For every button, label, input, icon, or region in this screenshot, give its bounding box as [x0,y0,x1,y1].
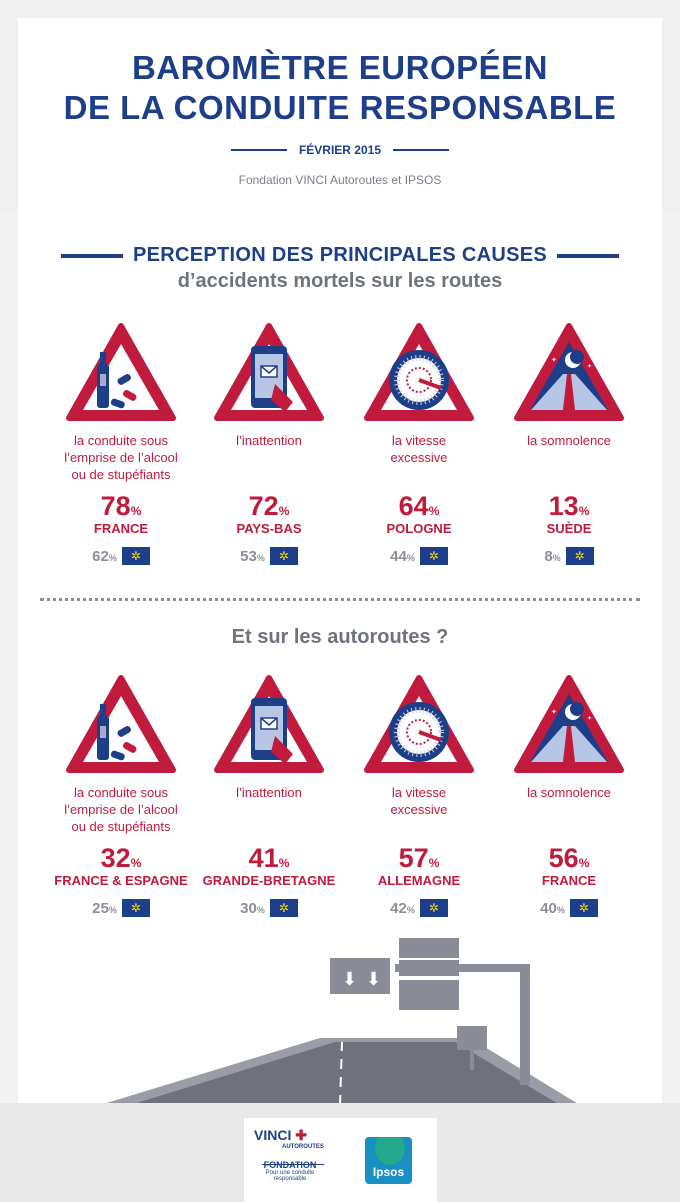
cause-label: la conduite sous l’emprise de l’alcool ou … [64,433,178,482]
eu-average-value: 30% [240,899,265,917]
cause-label: la somnolence [527,785,611,800]
vinci-logo: VINCI ✚ AUTOROUTES FONDATION Pour une co… [254,1127,324,1182]
phone-distraction-icon [213,674,325,779]
eu-flag-icon: ✲ [419,899,448,917]
section1-subtitle: d’accidents mortels sur les routes [177,270,503,292]
content-card [18,18,662,1202]
sign-panel-arrows-icon [330,958,390,994]
cause-label: la conduite sous l’emprise de l’alcool ou … [64,785,178,834]
eu-average-value: 53% [240,547,265,565]
title-line-1: BAROMÈTRE EUROPÉEN [131,49,549,86]
dotted-divider [40,598,640,601]
eu-flag-icon: ✲ [269,547,298,565]
eu-average: 42% ✲ [344,899,494,917]
date-label: FÉVRIER 2015 [298,143,382,157]
country-percentage: 64% [398,491,440,521]
svg-text:✦: ✦ [587,715,592,722]
phone-distraction-icon [213,322,325,427]
country-name: POLOGNE [386,521,452,536]
cause-label: l’inattention [236,785,302,800]
country-name: GRANDE-BRETAGNE [202,873,336,888]
country-percentage: 57% [398,843,440,873]
cause-label: l’inattention [236,433,302,448]
vinci-divider [262,1164,324,1165]
highway-illustration: ⬇ ⬇ [100,938,580,1105]
eu-average-value: 40% [540,899,565,917]
svg-text:⬇: ⬇ [342,969,357,990]
eu-average: 40% ✲ [494,899,644,917]
country-name: SUÈDE [546,521,592,536]
speedometer-icon [363,674,475,779]
divider-left [230,149,287,151]
night-road-icon: ✦ ✦ [513,322,625,427]
ipsos-logo: Ipsos [365,1137,412,1184]
eu-average: 44% ✲ [344,547,494,565]
country-percentage: 41% [248,843,290,873]
heading-bar-left [60,253,123,258]
svg-text:⬇: ⬇ [366,969,381,990]
eu-flag-icon: ✲ [569,899,598,917]
eu-average-value: 44% [390,547,415,565]
cause-label: la vitesse excessive [390,433,448,465]
eu-average: 30% ✲ [194,899,344,917]
title-line-2: DE LA CONDUITE RESPONSABLE [63,89,617,126]
section2-title: Et sur les autoroutes ? [231,626,449,648]
cause-label: la vitesse excessive [390,785,448,817]
country-name: ALLEMAGNE [377,873,461,888]
country-name: FRANCE [93,521,149,536]
eu-average: 8% ✲ [494,547,644,565]
eu-average: 62% ✲ [46,547,196,565]
eu-average: 53% ✲ [194,547,344,565]
country-name: FRANCE [541,873,597,888]
country-name: FRANCE & ESPAGNE [54,873,188,888]
heading-bar-right [557,253,620,258]
eu-average-value: 8% [544,547,561,565]
gantry-post [520,968,530,1085]
eu-average-value: 25% [92,899,117,917]
svg-text:✦: ✦ [587,363,592,370]
country-percentage: 56% [548,843,590,873]
section1-heading: PERCEPTION DES PRINCIPALES CAUSES [0,244,680,267]
country-percentage: 78% [100,491,142,521]
divider-right [393,149,450,151]
speedometer-icon [363,322,475,427]
eu-average-value: 42% [390,899,415,917]
cause-label: la somnolence [527,433,611,448]
date-row: FÉVRIER 2015 [0,143,680,157]
sign-panel-icon [399,938,459,958]
country-percentage: 72% [248,491,290,521]
eu-flag-icon: ✲ [121,899,150,917]
section1-title: PERCEPTION DES PRINCIPALES CAUSES [132,244,548,266]
eu-flag-icon: ✲ [565,547,594,565]
eu-average-value: 62% [92,547,117,565]
header-subtitle: Fondation VINCI Autoroutes et IPSOS [238,173,442,187]
svg-text:✦: ✦ [551,356,557,364]
eu-flag-icon: ✲ [121,547,150,565]
eu-flag-icon: ✲ [269,899,298,917]
eu-flag-icon: ✲ [419,547,448,565]
country-percentage: 13% [548,491,590,521]
alcohol-drugs-icon [65,322,177,427]
night-road-icon: ✦ ✦ [513,674,625,779]
country-percentage: 32% [100,843,142,873]
alcohol-drugs-icon [65,674,177,779]
gantry-beam [395,964,530,972]
motorway-sign-icon [457,1026,487,1050]
country-name: PAYS-BAS [236,521,302,536]
svg-text:✦: ✦ [551,708,557,716]
page-title: BAROMÈTRE EUROPÉEN DE LA CONDUITE RESPON… [0,48,680,128]
eu-average: 25% ✲ [46,899,196,917]
